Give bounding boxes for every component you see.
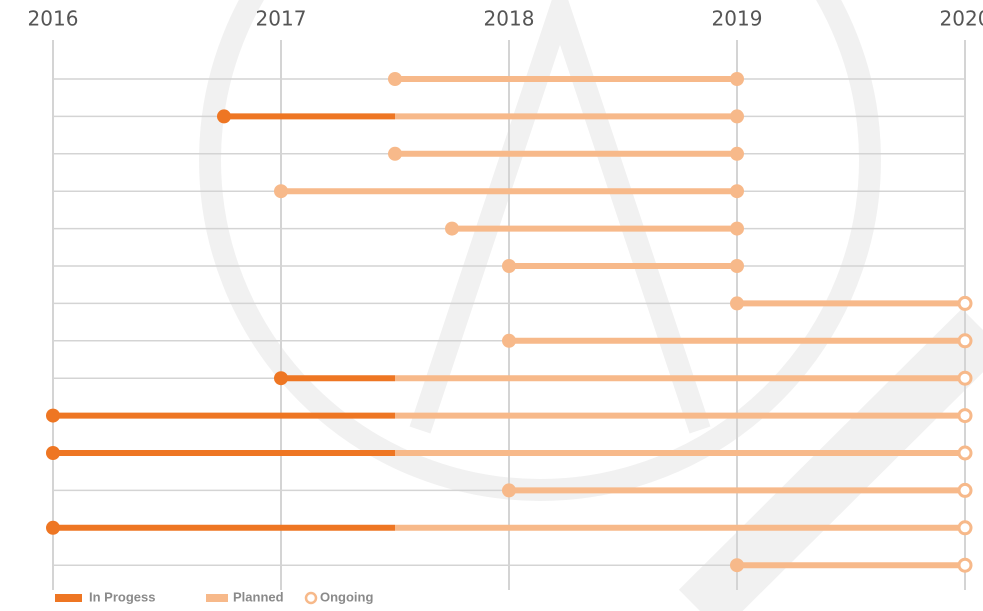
legend-label: In Progess: [89, 589, 155, 604]
legend-ring: [306, 593, 316, 603]
start-dot: [274, 371, 288, 385]
end-dot: [730, 222, 744, 236]
ongoing-ring: [959, 410, 971, 422]
ongoing-ring: [959, 335, 971, 347]
start-dot: [502, 483, 516, 497]
start-dot: [388, 147, 402, 161]
ongoing-ring: [959, 297, 971, 309]
x-tick-label: 2017: [256, 7, 307, 31]
x-tick-label: 2016: [28, 7, 79, 31]
start-dot: [388, 72, 402, 86]
start-dot: [274, 184, 288, 198]
ongoing-ring: [959, 522, 971, 534]
end-dot: [730, 184, 744, 198]
start-dot: [46, 446, 60, 460]
legend-label: Planned: [233, 589, 284, 604]
x-tick-label: 2018: [484, 7, 535, 31]
start-dot: [502, 334, 516, 348]
x-tick-label: 2020: [940, 7, 983, 31]
ongoing-ring: [959, 447, 971, 459]
start-dot: [217, 109, 231, 123]
start-dot: [46, 521, 60, 535]
legend-swatch: [206, 594, 228, 602]
start-dot: [502, 259, 516, 273]
start-dot: [730, 558, 744, 572]
end-dot: [730, 259, 744, 273]
ongoing-ring: [959, 484, 971, 496]
end-dot: [730, 109, 744, 123]
ongoing-ring: [959, 559, 971, 571]
page: {"chart_data": {"type": "timeline", "xli…: [0, 0, 983, 611]
start-dot: [730, 296, 744, 310]
x-tick-label: 2019: [712, 7, 763, 31]
end-dot: [730, 147, 744, 161]
end-dot: [730, 72, 744, 86]
legend-label: Ongoing: [320, 589, 373, 604]
legend-swatch: [55, 594, 82, 602]
ongoing-ring: [959, 372, 971, 384]
start-dot: [46, 409, 60, 423]
start-dot: [445, 222, 459, 236]
chart: 2016 2017 2018 2019 2020 In Progess Planned Ong…: [0, 0, 983, 611]
